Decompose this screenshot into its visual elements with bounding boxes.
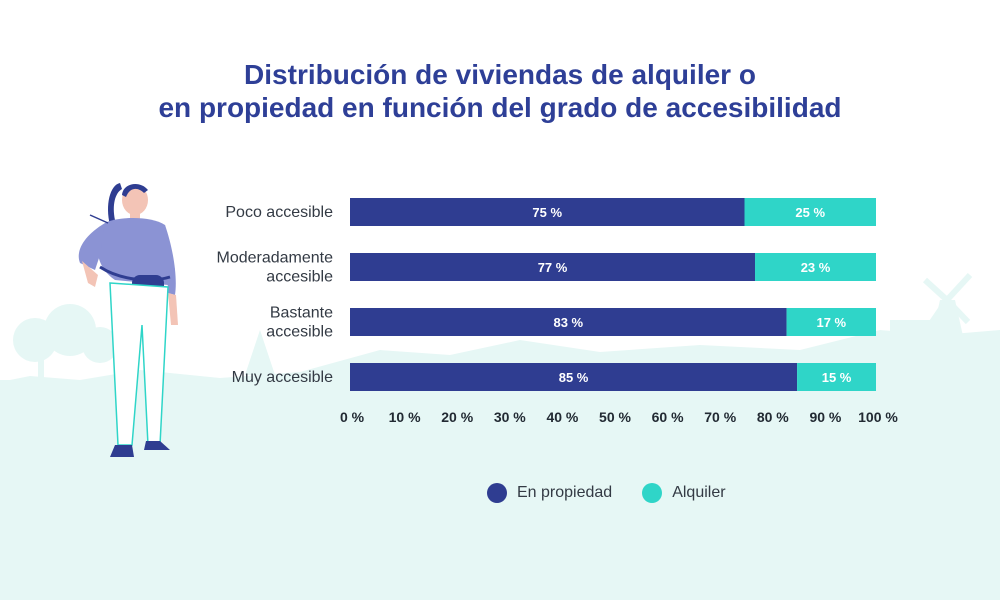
category-label: Moderadamente accesible (216, 250, 333, 286)
bar-alquiler (786, 308, 876, 336)
legend-label-propiedad: En propiedad (517, 484, 613, 501)
x-tick-label: 0 % (340, 409, 365, 425)
bar-alquiler (797, 363, 876, 391)
data-label-propiedad: 83 % (553, 315, 583, 330)
category-label: Bastante accesible (266, 305, 333, 341)
legend: En propiedad Alquiler (487, 482, 756, 504)
x-tick-label: 80 % (757, 409, 789, 425)
x-tick-label: 30 % (494, 409, 526, 425)
legend-swatch-alquiler (642, 483, 663, 503)
bar-alquiler (744, 198, 876, 226)
x-tick-label: 70 % (704, 409, 736, 425)
data-label-propiedad: 75 % (532, 205, 562, 220)
chart-title-line-1: Distribución de viviendas de alquiler o (244, 59, 756, 90)
category-label-line: accesible (266, 269, 333, 286)
data-label-propiedad: 77 % (538, 260, 568, 275)
x-tick-label: 50 % (599, 409, 631, 425)
bar-propiedad (350, 253, 756, 281)
bar-propiedad (350, 308, 787, 336)
category-label-line: accesible (266, 324, 333, 341)
data-label-propiedad: 85 % (559, 370, 589, 385)
x-tick-label: 90 % (809, 409, 841, 425)
legend-item-alquiler: Alquiler (642, 483, 726, 503)
legend-label-alquiler: Alquiler (672, 484, 726, 501)
category-label-line: Muy accesible (232, 369, 333, 386)
category-label: Muy accesible (232, 369, 333, 386)
x-tick-label: 10 % (389, 409, 421, 425)
category-label: Poco accesible (225, 204, 333, 221)
x-tick-label: 60 % (652, 409, 684, 425)
category-label-line: Moderadamente (216, 250, 333, 267)
woman-illustration-icon (78, 183, 178, 457)
bar-alquiler (755, 253, 876, 281)
legend-item-propiedad: En propiedad (487, 483, 612, 503)
x-tick-label: 40 % (546, 409, 578, 425)
x-tick-label: 100 % (858, 409, 898, 425)
chart-title: Distribución de viviendas de alquiler o … (0, 58, 1000, 124)
data-label-alquiler: 25 % (795, 205, 825, 220)
chart-title-line-2: en propiedad en función del grado de acc… (158, 92, 842, 123)
x-tick-label: 20 % (441, 409, 473, 425)
bar-propiedad (350, 363, 798, 391)
bar-propiedad (350, 198, 745, 226)
data-label-alquiler: 15 % (822, 370, 852, 385)
legend-swatch-propiedad (487, 483, 507, 503)
category-label-line: Poco accesible (225, 204, 333, 221)
data-label-alquiler: 17 % (816, 315, 846, 330)
data-label-alquiler: 23 % (801, 260, 831, 275)
category-label-line: Bastante (270, 305, 333, 322)
